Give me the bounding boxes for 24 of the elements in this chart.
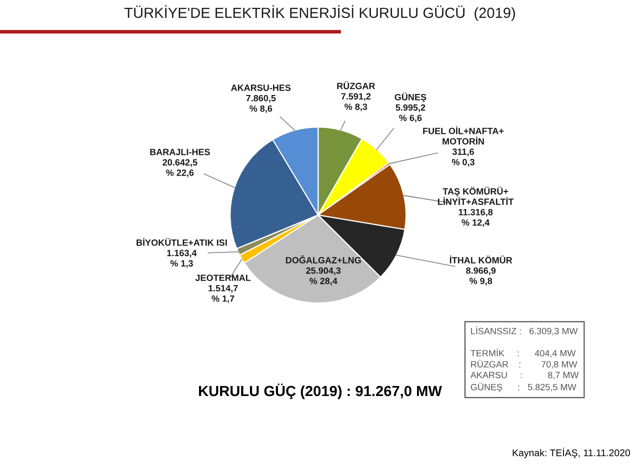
data-label: 7.591,2 % 8,3 [341,93,371,112]
text: Kaynak: TEİAŞ, 11.11.2020 [512,448,630,458]
data-label: 8.966,9 % 9,8 [466,267,496,286]
data-label: 5.995,2 % 6,6 [396,104,426,122]
slice-label: BİYOKÜTLE+ATIK ISI [136,238,227,246]
slice-label: RÜZGAR [337,81,376,90]
data-label: 1.163,4 % 1,3 [167,250,197,268]
text: LİSANSSIZ : 6.309,3 MW TERMİK : 404,4 MW RÜZGAR : 70,8 MW AKARSU : 8,7 MW GÜNEŞ : 5.825,5 MW [470,326,579,392]
text: KURULU GÜÇ (2019) : 91.267,0 MW [199,384,442,400]
data-label: 1.514,7 % 1,7 [208,285,238,304]
slice-label: TAŞ KÖMÜRÜ+ LİNYİT+ASFALTİT [438,186,514,205]
slice-label: GÜNEŞ [394,92,426,102]
slice-label: DOĞALGAZ+LNG [286,255,361,264]
data-label: 11.316,8 % 12,4 [458,208,493,228]
data-label: 25.904,3 % 28,4 [306,267,341,286]
data-label: 311,6 % 0,3 [452,148,474,167]
data-label: 20.642,5 % 22,6 [162,159,198,178]
slice-label: İTHAL KÖMÜR [450,256,512,264]
slice-label: FUEL OİL+NAFTA+ MOTORİN [423,126,504,145]
slice-label: JEOTERMAL [195,274,251,282]
chart-title: TÜRKİYE'DE ELEKTRİK ENERJİSİ KURULU GÜCÜ (2019) [124,5,515,21]
slice-label: BARAJLI-HES [150,148,210,156]
data-label: 7.860,5 % 8,6 [246,94,276,114]
slice-label: AKARSU-HES [231,84,291,91]
